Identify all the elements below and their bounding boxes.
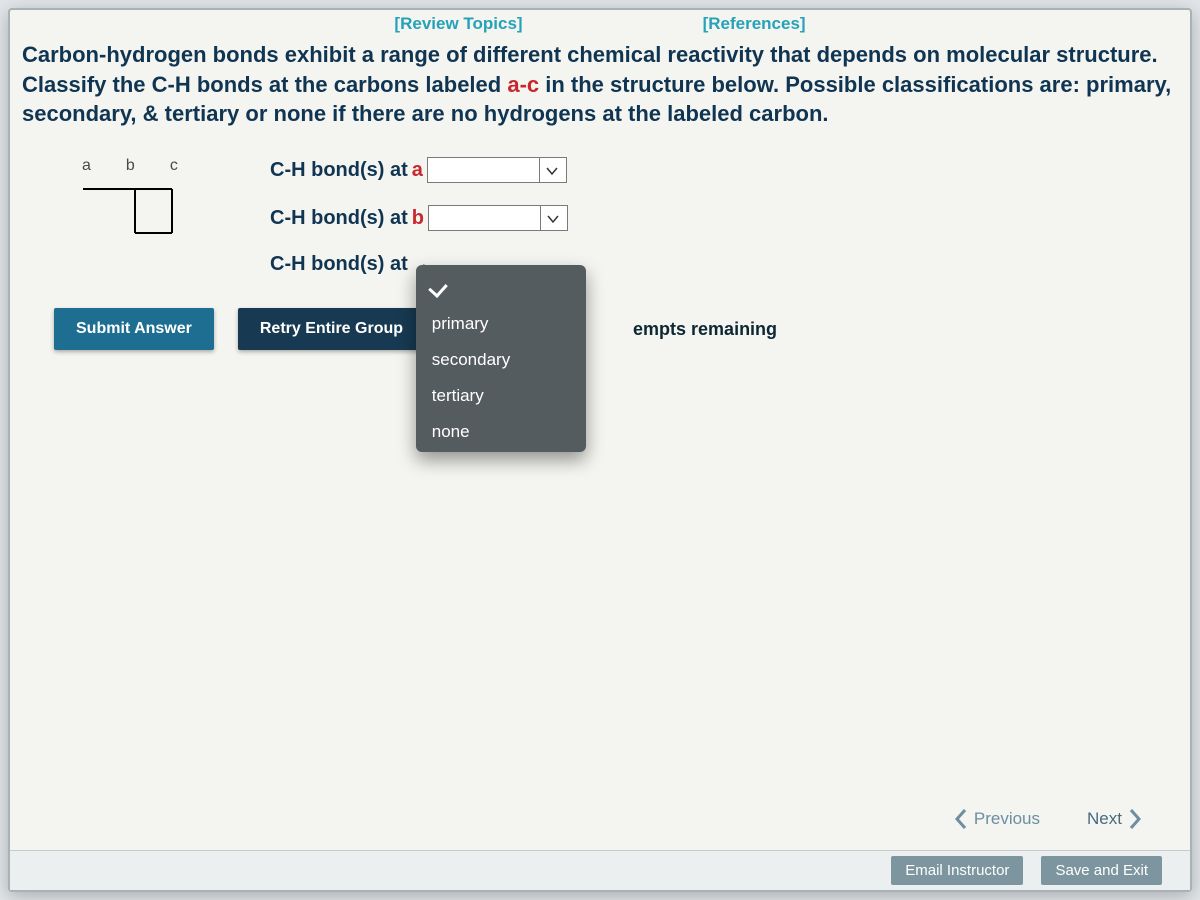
option-primary[interactable]: primary <box>416 306 586 342</box>
label-b: b <box>126 157 135 175</box>
save-exit-button[interactable]: Save and Exit <box>1041 856 1162 885</box>
structure-labels: a b c <box>82 157 230 175</box>
references-link[interactable]: [References] <box>703 14 806 34</box>
q-part2: in the structure below. Possible classif… <box>539 72 1086 97</box>
email-instructor-button[interactable]: Email Instructor <box>891 856 1023 885</box>
row-a-label: C-H bond(s) at <box>270 159 408 182</box>
chevron-down-icon <box>540 206 563 230</box>
q-bold3: none <box>274 101 327 126</box>
check-icon <box>428 278 448 298</box>
q-part3: or <box>239 101 273 126</box>
next-label: Next <box>1087 809 1122 829</box>
retry-button[interactable]: Retry Entire Group <box>238 308 425 350</box>
row-a-letter: a <box>412 159 423 182</box>
select-a[interactable] <box>427 157 567 183</box>
attempts-remaining: empts remaining <box>633 319 777 340</box>
label-a: a <box>82 157 91 175</box>
work-area: a b c C-H bond(s) at a <box>10 137 1190 276</box>
chevron-right-icon <box>1128 808 1142 830</box>
row-c: C-H bond(s) at ➤ primary secondary terti… <box>270 253 568 276</box>
button-row: Submit Answer Retry Entire Group empts r… <box>54 308 1190 350</box>
previous-button[interactable]: Previous <box>954 808 1040 830</box>
previous-label: Previous <box>974 809 1040 829</box>
dropdown-menu: primary secondary tertiary none <box>416 265 586 452</box>
select-b[interactable] <box>428 205 568 231</box>
row-b-label: C-H bond(s) at <box>270 207 408 230</box>
chevron-down-icon <box>539 158 562 182</box>
chevron-left-icon <box>954 808 968 830</box>
next-button[interactable]: Next <box>1087 808 1142 830</box>
q-labeled: a-c <box>507 72 539 97</box>
submit-button[interactable]: Submit Answer <box>54 308 214 350</box>
row-b-letter: b <box>412 207 424 230</box>
label-c: c <box>170 157 178 175</box>
molecule-svg <box>80 179 230 249</box>
top-links: [Review Topics] [References] <box>10 10 1190 38</box>
row-c-label: C-H bond(s) at <box>270 253 408 276</box>
dropdown-selected-blank[interactable] <box>416 269 586 306</box>
option-none[interactable]: none <box>416 414 586 450</box>
question-text: Carbon-hydrogen bonds exhibit a range of… <box>10 38 1190 137</box>
footer-bar: Email Instructor Save and Exit <box>10 850 1190 890</box>
review-topics-link[interactable]: [Review Topics] <box>394 14 522 34</box>
q-part4: if there are no hydrogens at the labeled… <box>326 101 828 126</box>
option-secondary[interactable]: secondary <box>416 342 586 378</box>
option-tertiary[interactable]: tertiary <box>416 378 586 414</box>
row-b: C-H bond(s) at b <box>270 205 568 231</box>
question-panel: [Review Topics] [References] Carbon-hydr… <box>8 8 1192 892</box>
molecule-structure: a b c <box>80 157 230 254</box>
dropdown-column: C-H bond(s) at a C-H bond(s) at b <box>270 157 568 276</box>
q-bold2: tertiary <box>165 101 240 126</box>
q-amp: & <box>137 101 165 126</box>
row-a: C-H bond(s) at a <box>270 157 568 183</box>
